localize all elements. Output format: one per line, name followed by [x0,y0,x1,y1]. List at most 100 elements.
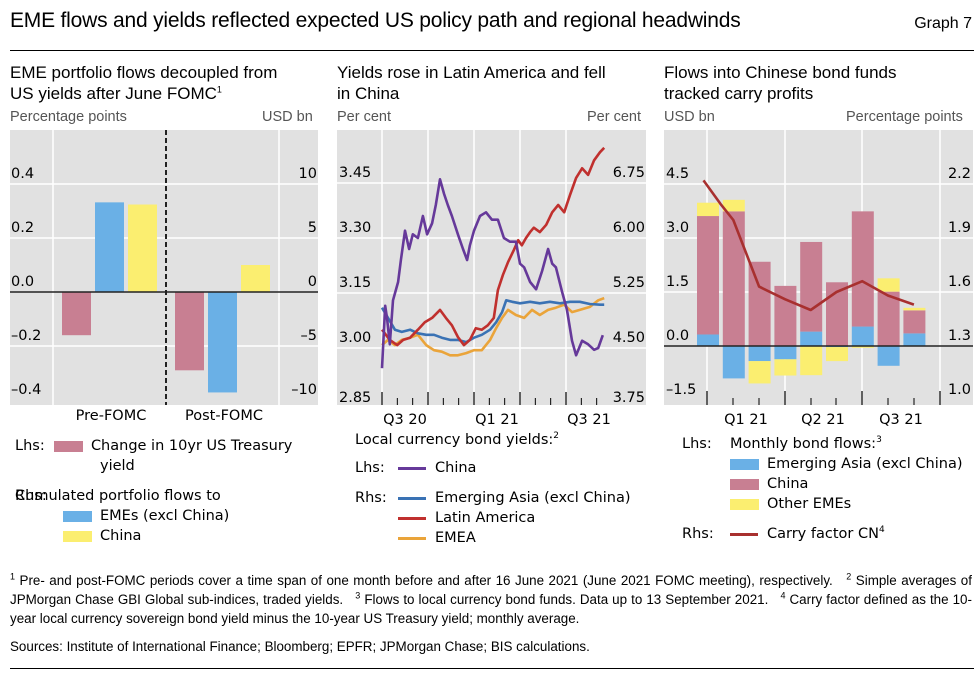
bottom-rule [10,668,974,669]
y-tick-left: 0.0 [11,274,34,290]
bar-emerging-asia-excl-china--8 [903,333,926,346]
bar-emerging-asia-excl-china--2 [748,346,771,362]
legend-item-em-asia: Emerging Asia (excl China) [435,490,631,506]
y-tick-right: 6.00 [613,220,645,236]
y-tick-right: 2.2 [948,166,971,182]
footnote-ref-3: 3 [876,435,882,446]
x-tick-label: Q3 21 [879,412,923,428]
panel1-legend: Lhs: Change in 10yr US Treasury yield Cu… [15,436,292,546]
plot-area [337,130,646,405]
panel2-legend: Local currency bond yields:2 Lhs: China R… [355,430,630,548]
panel3-right-unit: Percentage points [846,109,963,125]
y-tick-right: 1.0 [948,382,971,398]
panel1-left-unit: Percentage points [10,109,127,125]
footnote-2: Simple averages of JPMorgan Chase GBI Gl… [10,573,972,607]
y-tick-left: 3.00 [339,330,371,346]
legend-heading: Monthly bond flows: [730,436,877,452]
footnote-3: Flows to local currency bond funds. Data… [364,592,769,607]
legend-item-china: China [767,476,809,492]
legend-item-emes: EMEs (excl China) [100,508,230,524]
bar-china-1 [241,265,270,292]
legend-swatch-em-asia [730,458,759,470]
legend-item-china: China [435,460,477,476]
legend-item-other-emes: Other EMEs [767,496,852,512]
bar-emes-excl-china--1 [208,292,237,393]
y-tick-left: –1.5 [666,382,696,398]
bar-china-0 [128,204,157,292]
lhs-label: Lhs: [355,460,385,476]
y-tick-right: 1.9 [948,220,971,236]
bar-change-in-yr-us-treasury-yield-0 [62,292,91,336]
legend-item-us-treasury: Change in 10yr US Treasury [90,438,293,454]
graph-title: EME flows and yields reflected expected … [10,9,741,32]
bar-emes-excl-china--0 [95,202,124,292]
bar-china-6 [851,211,874,327]
panel3-legend: Lhs: Monthly bond flows:3 Emerging Asia (… [682,434,962,544]
y-tick-left: 3.15 [339,275,371,291]
bar-other-emes-3 [774,359,797,376]
bar-other-emes-0 [697,202,719,217]
panel1-title-line2: US yields after June FOMC [10,84,217,103]
bar-other-emes-4 [800,346,823,376]
legend-line-em-asia [398,496,426,500]
y-tick-left: 4.5 [666,166,689,182]
legend-item-carry: Carry factor CN [767,526,879,542]
plot-area [10,130,318,405]
y-tick-left: 1.5 [666,274,689,290]
line-latin-america [380,146,606,347]
rhs-label: Rhs: [355,490,387,506]
lhs-label: Lhs: [15,438,45,454]
footnote-4: Carry factor defined as the 10-year loca… [10,592,972,626]
legend-item-em-asia: Emerging Asia (excl China) [767,456,963,472]
bar-china-7 [877,291,900,346]
panel3-title-line1: Flows into Chinese bond funds [664,63,897,82]
legend-heading: Local currency bond yields: [355,432,554,448]
panel1-title-line1: EME portfolio flows decoupled from [10,63,278,82]
y-tick-left: 3.45 [339,165,371,181]
bar-change-in-yr-us-treasury-yield-1 [175,292,204,371]
panel1-rhs-label: Rhs: [15,488,47,504]
legend-swatch-emes [63,510,92,522]
panel1-chart: 0.4 0.2 0.0 –0.2 –0.4 10 5 0 –5 –10 Pre-FOMC Post-F… [10,130,318,424]
panel3-left-unit: USD bn [664,109,715,125]
legend-line-emea [398,536,426,540]
y-tick-left: 0.2 [11,220,34,236]
panel1-right-unit: USD bn [262,109,313,125]
bar-other-emes-2 [748,361,771,384]
bar-emerging-asia-excl-china--3 [774,346,797,360]
x-tick-label: Q2 21 [801,412,845,428]
legend-line-china [398,466,426,470]
legend-line-latam [398,516,426,520]
footnotes: 1 Pre- and post-FOMC periods cover a tim… [10,571,972,626]
x-tick-label: Q1 21 [724,412,768,428]
y-tick-right: 4.50 [613,330,645,346]
legend-item-china: China [100,528,142,544]
y-tick-right: 1.6 [948,274,971,290]
bar-emerging-asia-excl-china--4 [800,331,823,346]
legend-item-latam: Latin America [435,510,536,526]
y-tick-left: 0.0 [666,328,689,344]
y-tick-right: 0 [308,274,317,290]
y-tick-right: 10 [299,166,317,182]
rhs-label: Rhs: [682,526,714,542]
bar-china-8 [903,310,926,334]
footnote-ref-1: 1 [216,84,222,95]
bar-emerging-asia-excl-china--0 [697,334,719,346]
x-tick-label: Q1 21 [475,412,519,428]
graph-number: Graph 7 [914,15,972,32]
y-tick-left: 0.4 [11,166,34,182]
line-carry-factor-cn [702,179,915,312]
legend-line-carry [730,532,758,536]
y-tick-right: 6.75 [613,165,645,181]
x-category-label: Pre-FOMC [76,408,147,424]
legend-item-emea: EMEA [435,530,476,546]
bar-china-2 [748,261,771,346]
bar-china-0 [697,216,719,335]
panel3-title: Flows into Chinese bond funds tracked ca… [664,62,896,104]
bar-other-emes-1 [722,199,745,212]
y-tick-left: 3.30 [339,220,371,236]
bar-other-emes-6 [851,346,874,348]
panel2-chart: 3.45 3.30 3.15 3.00 2.85 6.75 6.00 5.25 4.50 3.75… [337,130,646,428]
legend-rhs-heading: Cumulated portfolio flows to [15,488,221,504]
x-tick-label: Q3 21 [567,412,611,428]
